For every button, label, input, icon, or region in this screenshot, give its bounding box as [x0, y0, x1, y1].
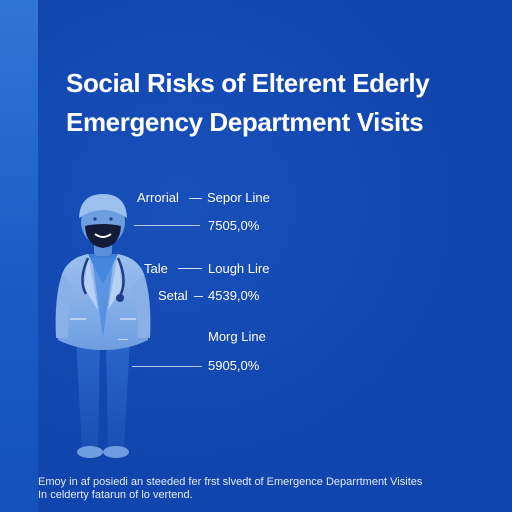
- dash-divider: [194, 296, 203, 297]
- label-lough-lire: Lough Lire: [208, 261, 270, 276]
- leader-line-4: [132, 366, 202, 367]
- leader-line-1: [134, 225, 200, 226]
- doctor-figure-icon: [55, 194, 151, 458]
- title-line-1: Social Risks of Elterent Ederly: [66, 68, 430, 98]
- left-accent-strip: [0, 0, 38, 512]
- label-arrorial: Arrorial: [137, 190, 179, 205]
- title-line-2: Emergency Department Visits: [66, 107, 424, 137]
- label-setal: Setal: [158, 288, 188, 303]
- label-sepor-line: Sepor Line: [207, 190, 270, 205]
- label-morg-line: Morg Line: [208, 329, 266, 344]
- leader-tick: [118, 339, 128, 340]
- value-row-4: 5905,0%: [208, 358, 260, 373]
- footnote-line-2: In celderty fatarun of lo vertend.: [38, 489, 193, 501]
- dash-divider: [178, 268, 202, 269]
- footnote-line-1: Emoy in af posiedi an steeded fer frst s…: [38, 476, 423, 488]
- label-tale: Tale: [144, 261, 168, 276]
- page-title: Social Risks of Elterent Ederly Emergenc…: [66, 64, 486, 142]
- value-row-3: 4539,0%: [208, 288, 260, 303]
- dash-divider: [189, 198, 202, 199]
- footnote: Emoy in af posiedi an steeded fer frst s…: [38, 476, 508, 502]
- value-row-1: 7505,0%: [208, 218, 260, 233]
